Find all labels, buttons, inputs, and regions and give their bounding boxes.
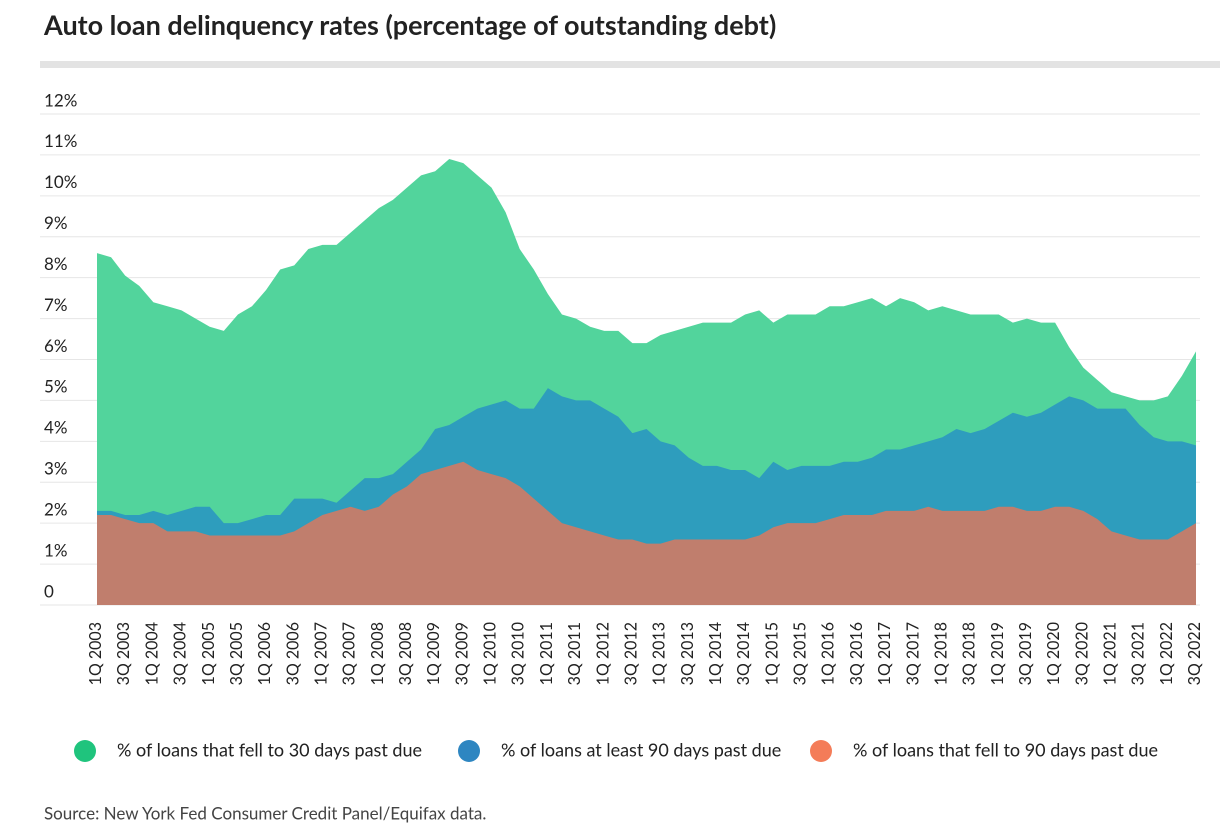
y-tick-label: 11% bbox=[44, 130, 77, 151]
x-tick-label: 1Q 2020 bbox=[1044, 622, 1063, 685]
x-tick-label: 3Q 2019 bbox=[1016, 622, 1035, 685]
x-tick-label: 1Q 2010 bbox=[481, 622, 500, 685]
legend-label: % of loans at least 90 days past due bbox=[501, 739, 781, 761]
y-tick-label: 8% bbox=[44, 253, 68, 274]
x-tick-label: 3Q 2003 bbox=[114, 622, 133, 685]
y-tick-label: 5% bbox=[44, 376, 68, 397]
y-tick-label: 6% bbox=[44, 335, 68, 356]
x-tick-label: 3Q 2004 bbox=[171, 622, 190, 685]
x-tick-label: 1Q 2005 bbox=[199, 622, 218, 685]
x-tick-label: 3Q 2011 bbox=[565, 622, 584, 685]
y-tick-label: 3% bbox=[44, 458, 68, 479]
y-tick-label: 7% bbox=[44, 294, 68, 315]
x-tick-label: 1Q 2014 bbox=[706, 622, 725, 685]
x-tick-label: 1Q 2021 bbox=[1101, 622, 1120, 685]
area bbox=[97, 461, 1196, 605]
x-tick-label: 1Q 2008 bbox=[368, 622, 387, 685]
x-tick-label: 3Q 2006 bbox=[283, 622, 302, 685]
x-tick-label: 3Q 2022 bbox=[1185, 622, 1204, 685]
y-tick-label: 12% bbox=[44, 89, 77, 110]
x-tick-label: 3Q 2009 bbox=[452, 622, 471, 685]
x-tick-label: 3Q 2016 bbox=[847, 622, 866, 685]
x-tick-label: 3Q 2020 bbox=[1072, 622, 1091, 685]
x-tick-label: 3Q 2014 bbox=[734, 622, 753, 685]
y-tick-label: 10% bbox=[44, 171, 77, 192]
title-rule bbox=[40, 61, 1220, 68]
legend-label: % of loans that fell to 30 days past due bbox=[117, 739, 422, 761]
x-tick-label: 1Q 2007 bbox=[311, 622, 330, 685]
x-tick-label: 1Q 2015 bbox=[762, 622, 781, 685]
legend-marker bbox=[810, 740, 832, 762]
y-tick-label: 0 bbox=[44, 580, 54, 601]
x-tick-label: 3Q 2021 bbox=[1129, 622, 1148, 685]
x-tick-label: 1Q 2017 bbox=[875, 622, 894, 685]
x-tick-label: 1Q 2003 bbox=[86, 622, 105, 685]
x-tick-label: 1Q 2019 bbox=[988, 622, 1007, 685]
legend-marker bbox=[74, 740, 96, 762]
x-tick-label: 3Q 2008 bbox=[396, 622, 415, 685]
y-tick-label: 9% bbox=[44, 212, 68, 233]
x-tick-label: 3Q 2005 bbox=[227, 622, 246, 685]
x-tick-label: 3Q 2015 bbox=[791, 622, 810, 685]
x-tick-label: 1Q 2022 bbox=[1157, 622, 1176, 685]
source-note: Source: New York Fed Consumer Credit Pan… bbox=[44, 802, 486, 823]
chart-title: Auto loan delinquency rates (percentage … bbox=[43, 8, 776, 41]
x-tick-label: 3Q 2010 bbox=[509, 622, 528, 685]
x-tick-label: 1Q 2006 bbox=[255, 622, 274, 685]
x-tick-label: 3Q 2012 bbox=[621, 622, 640, 685]
x-tick-label: 1Q 2009 bbox=[424, 622, 443, 685]
x-tick-label: 1Q 2018 bbox=[931, 622, 950, 685]
x-tick-label: 1Q 2016 bbox=[819, 622, 838, 685]
y-tick-label: 2% bbox=[44, 498, 68, 519]
x-tick-label: 3Q 2013 bbox=[678, 622, 697, 685]
x-tick-label: 3Q 2007 bbox=[340, 622, 359, 685]
x-tick-label: 1Q 2012 bbox=[593, 622, 612, 685]
x-tick-label: 1Q 2011 bbox=[537, 622, 556, 685]
x-tick-label: 3Q 2017 bbox=[903, 622, 922, 685]
x-tick-label: 1Q 2004 bbox=[142, 622, 161, 685]
y-tick-label: 1% bbox=[44, 539, 68, 560]
legend-label: % of loans that fell to 90 days past due bbox=[853, 739, 1158, 761]
y-tick-label: 4% bbox=[44, 417, 68, 438]
legend-marker bbox=[458, 740, 480, 762]
x-tick-label: 1Q 2013 bbox=[650, 622, 669, 685]
x-tick-label: 3Q 2018 bbox=[960, 622, 979, 685]
